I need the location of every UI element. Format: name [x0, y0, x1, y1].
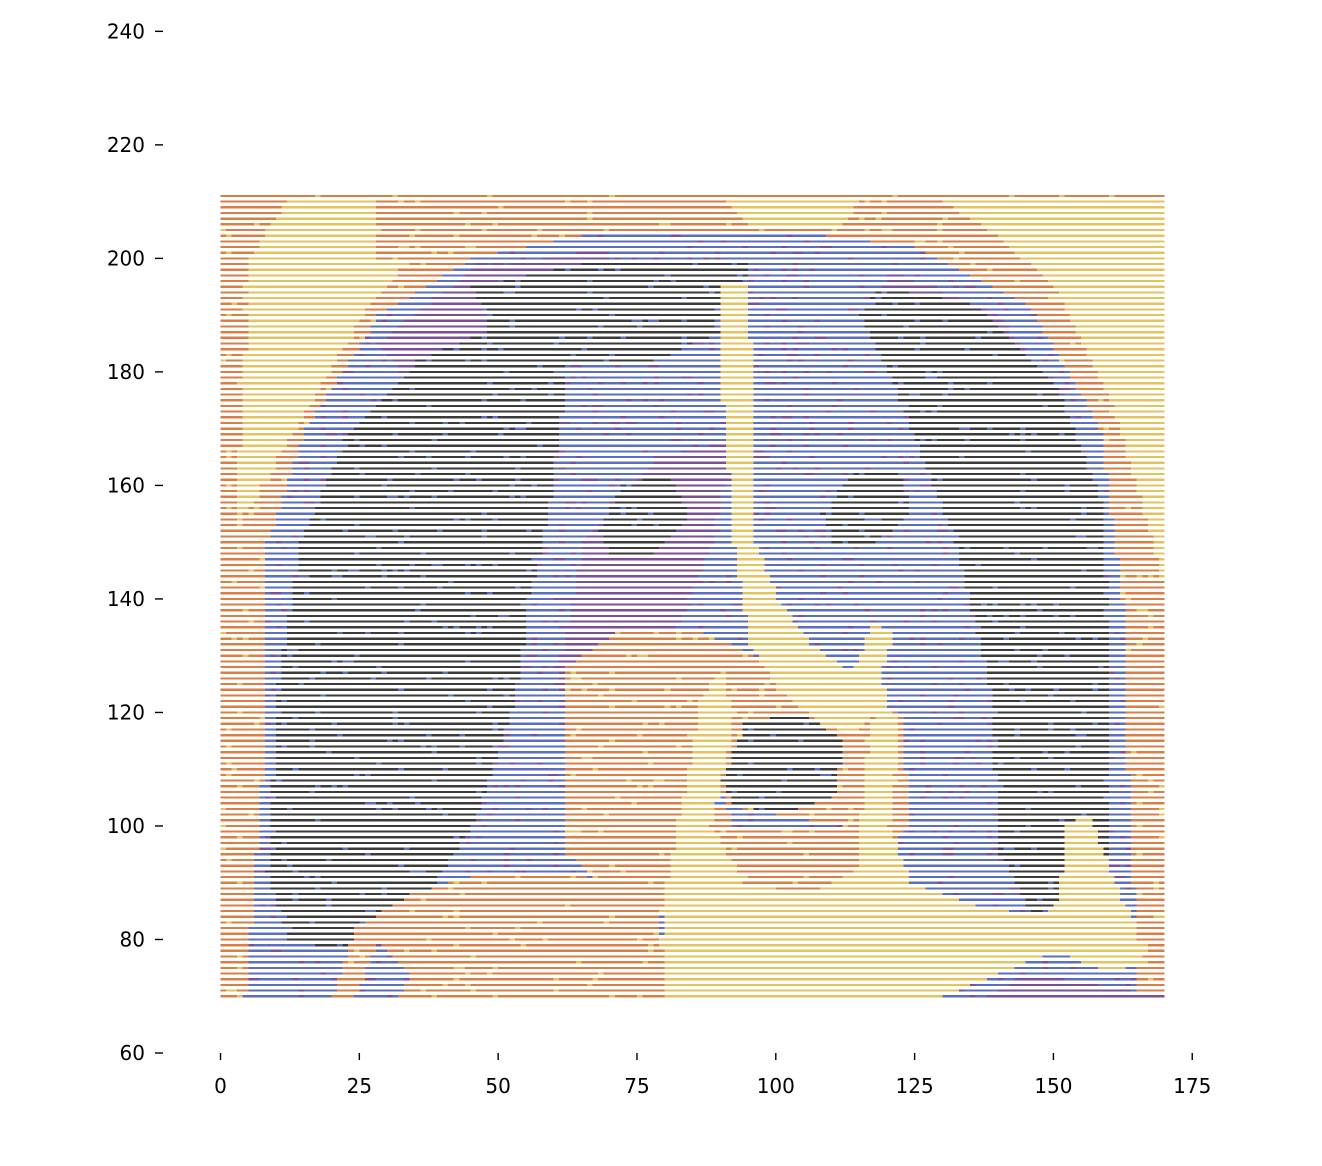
- x-tick-label: 50: [485, 1074, 510, 1098]
- x-tick-label: 25: [347, 1074, 372, 1098]
- y-tick-label: 180: [107, 360, 145, 384]
- x-axis: 0 25 50 75 100 125 150 175: [214, 1053, 1211, 1098]
- x-tick-label: 75: [624, 1074, 649, 1098]
- x-tick-label: 100: [757, 1074, 795, 1098]
- x-tick-label: 150: [1034, 1074, 1072, 1098]
- y-tick-label: 120: [107, 700, 145, 724]
- y-tick-label: 60: [120, 1041, 145, 1065]
- y-axis: 60 80 100 120 140 160 180 200 220 240: [107, 19, 163, 1065]
- y-tick-label: 200: [107, 246, 145, 270]
- x-tick-label: 0: [214, 1074, 227, 1098]
- y-tick-label: 220: [107, 133, 145, 157]
- y-tick-label: 80: [120, 927, 145, 951]
- y-tick-label: 240: [107, 19, 145, 43]
- x-tick-label: 175: [1173, 1074, 1211, 1098]
- scanline-plot: [220, 194, 1165, 998]
- y-tick-label: 140: [107, 587, 145, 611]
- y-tick-label: 160: [107, 473, 145, 497]
- x-tick-label: 125: [896, 1074, 934, 1098]
- y-tick-label: 100: [107, 814, 145, 838]
